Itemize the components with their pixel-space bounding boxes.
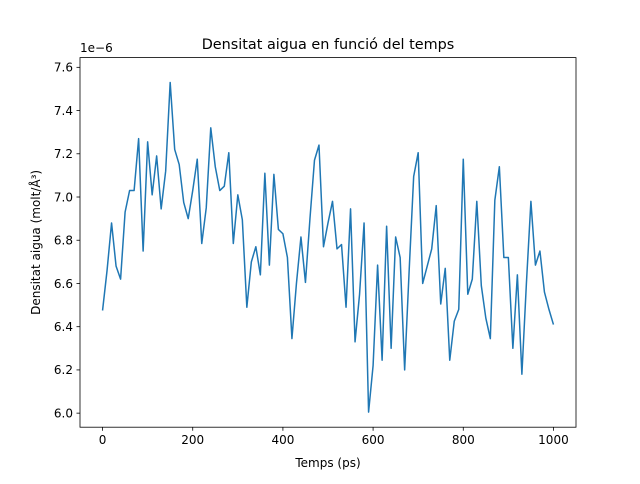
x-tick-label: 1000 xyxy=(538,433,569,447)
y-tick-label: 6.8 xyxy=(54,234,73,248)
y-tick-label: 6.0 xyxy=(54,406,73,420)
y-axis-ticks: 6.0 6.2 6.4 6.6 6.8 7.0 7.2 7.4 7.6 xyxy=(54,61,80,420)
y-offset-label: 1e−6 xyxy=(80,41,113,55)
x-tick-label: 400 xyxy=(271,433,294,447)
y-axis-label: Densitat aigua (molt/Å³) xyxy=(28,170,43,315)
x-tick-label: 600 xyxy=(362,433,385,447)
x-tick-label: 0 xyxy=(99,433,107,447)
y-tick-label: 6.6 xyxy=(54,277,73,291)
series-line xyxy=(101,81,555,413)
y-tick-label: 7.4 xyxy=(54,104,73,118)
y-tick-label: 6.2 xyxy=(54,363,73,377)
x-axis-label: Temps (ps) xyxy=(294,456,360,470)
x-tick-label: 800 xyxy=(452,433,475,447)
y-tick-label: 7.0 xyxy=(54,190,73,204)
y-tick-label: 6.4 xyxy=(54,320,73,334)
chart-title: Densitat aigua en funció del temps xyxy=(202,37,455,53)
y-tick-label: 7.2 xyxy=(54,147,73,161)
x-axis-ticks: 0 200 400 600 800 1000 xyxy=(99,427,569,447)
plot-frame xyxy=(79,57,577,428)
plot-area xyxy=(101,81,555,413)
x-tick-label: 200 xyxy=(181,433,204,447)
y-tick-label: 7.6 xyxy=(54,61,73,75)
